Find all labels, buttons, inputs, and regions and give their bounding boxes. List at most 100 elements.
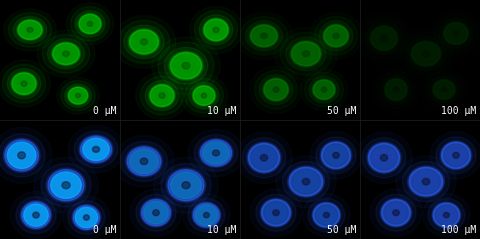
Ellipse shape	[140, 158, 148, 165]
Ellipse shape	[288, 166, 324, 197]
Ellipse shape	[48, 170, 84, 201]
Ellipse shape	[440, 141, 472, 170]
Ellipse shape	[195, 205, 217, 225]
Ellipse shape	[261, 155, 267, 161]
Ellipse shape	[81, 136, 111, 163]
Ellipse shape	[7, 142, 36, 168]
Ellipse shape	[444, 212, 449, 218]
Ellipse shape	[396, 156, 456, 207]
Ellipse shape	[408, 166, 444, 197]
Ellipse shape	[324, 144, 348, 167]
Ellipse shape	[41, 163, 91, 207]
Ellipse shape	[435, 205, 457, 225]
Ellipse shape	[249, 143, 279, 172]
Ellipse shape	[68, 201, 105, 234]
Ellipse shape	[60, 81, 95, 111]
Ellipse shape	[164, 47, 208, 84]
Ellipse shape	[118, 20, 170, 63]
Ellipse shape	[264, 201, 288, 224]
Ellipse shape	[144, 201, 168, 224]
Ellipse shape	[62, 182, 70, 189]
Ellipse shape	[51, 42, 81, 65]
Ellipse shape	[280, 32, 332, 75]
Ellipse shape	[201, 93, 207, 98]
Ellipse shape	[20, 201, 52, 229]
Ellipse shape	[22, 202, 50, 228]
Ellipse shape	[18, 152, 25, 159]
Text: 100 μM: 100 μM	[441, 106, 476, 116]
Ellipse shape	[433, 80, 455, 99]
Ellipse shape	[302, 51, 310, 57]
Text: 50 μM: 50 μM	[327, 225, 356, 235]
Ellipse shape	[16, 197, 56, 234]
Ellipse shape	[441, 87, 447, 92]
Ellipse shape	[384, 201, 408, 224]
Ellipse shape	[11, 72, 37, 96]
Ellipse shape	[87, 22, 93, 26]
Ellipse shape	[380, 198, 412, 227]
Ellipse shape	[0, 127, 52, 183]
Ellipse shape	[370, 189, 422, 236]
Ellipse shape	[412, 42, 441, 66]
Ellipse shape	[188, 129, 244, 177]
Ellipse shape	[289, 167, 323, 196]
Ellipse shape	[93, 147, 99, 152]
Ellipse shape	[0, 134, 45, 177]
Ellipse shape	[120, 141, 168, 181]
Ellipse shape	[402, 162, 449, 202]
Ellipse shape	[203, 142, 229, 164]
Ellipse shape	[381, 75, 411, 105]
Ellipse shape	[67, 87, 88, 105]
Ellipse shape	[140, 76, 183, 115]
Ellipse shape	[381, 155, 387, 161]
Ellipse shape	[194, 135, 238, 171]
Ellipse shape	[46, 168, 86, 202]
Ellipse shape	[424, 72, 464, 107]
Ellipse shape	[315, 205, 337, 225]
Ellipse shape	[360, 17, 408, 60]
Ellipse shape	[64, 84, 91, 107]
Ellipse shape	[444, 23, 468, 44]
Ellipse shape	[422, 51, 430, 57]
Ellipse shape	[366, 22, 402, 55]
Ellipse shape	[250, 189, 302, 236]
Ellipse shape	[149, 84, 175, 108]
Ellipse shape	[140, 198, 172, 227]
Ellipse shape	[242, 138, 286, 178]
Ellipse shape	[444, 144, 468, 167]
Ellipse shape	[154, 157, 218, 213]
Ellipse shape	[320, 141, 352, 170]
Ellipse shape	[333, 33, 339, 38]
Text: 100 μM: 100 μM	[441, 225, 476, 235]
Ellipse shape	[323, 24, 349, 48]
Ellipse shape	[21, 81, 27, 86]
Ellipse shape	[127, 147, 161, 176]
Ellipse shape	[264, 79, 288, 100]
Ellipse shape	[371, 26, 397, 50]
Ellipse shape	[193, 86, 215, 105]
Ellipse shape	[171, 172, 201, 198]
Ellipse shape	[24, 204, 48, 226]
Ellipse shape	[302, 178, 310, 185]
Ellipse shape	[432, 79, 456, 100]
Ellipse shape	[63, 51, 69, 56]
Ellipse shape	[74, 131, 118, 168]
Ellipse shape	[443, 22, 469, 45]
Ellipse shape	[314, 16, 358, 55]
Text: 10 μM: 10 μM	[207, 106, 236, 116]
Ellipse shape	[453, 152, 459, 158]
Ellipse shape	[71, 7, 109, 41]
Ellipse shape	[184, 78, 223, 113]
Ellipse shape	[324, 25, 348, 47]
Ellipse shape	[79, 135, 113, 164]
Ellipse shape	[432, 202, 461, 228]
Ellipse shape	[254, 70, 298, 109]
Ellipse shape	[72, 204, 101, 231]
Ellipse shape	[434, 14, 478, 53]
Ellipse shape	[393, 87, 399, 92]
Ellipse shape	[194, 11, 238, 49]
Ellipse shape	[324, 212, 329, 218]
Ellipse shape	[84, 215, 89, 220]
Ellipse shape	[376, 194, 416, 231]
Ellipse shape	[376, 70, 415, 109]
